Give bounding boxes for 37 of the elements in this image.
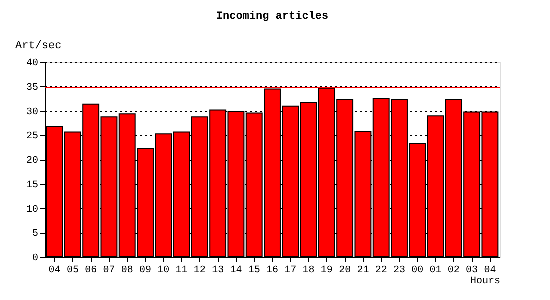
chart-title: Incoming articles bbox=[216, 11, 329, 23]
y-tick-label: 20 bbox=[26, 156, 38, 167]
y-axis-title: Art/sec bbox=[16, 40, 62, 52]
y-tick-label: 40 bbox=[26, 58, 38, 70]
x-tick-label: 20 bbox=[339, 266, 352, 276]
x-tick-label: 02 bbox=[448, 266, 460, 276]
x-tick-label: 01 bbox=[430, 266, 442, 276]
x-tick-label: 08 bbox=[121, 266, 134, 276]
x-tick-label: 06 bbox=[85, 266, 98, 276]
x-tick-label: 04 bbox=[484, 266, 496, 276]
y-tick-label: 5 bbox=[32, 229, 38, 240]
x-tick-label: 21 bbox=[357, 266, 370, 276]
y-tick-label: 25 bbox=[26, 132, 38, 143]
x-tick-label: 07 bbox=[103, 266, 116, 276]
x-tick-label: 18 bbox=[302, 266, 315, 276]
x-tick-label: 10 bbox=[158, 266, 170, 276]
x-tick-label: 00 bbox=[412, 266, 424, 276]
x-tick-label: 16 bbox=[266, 266, 279, 276]
x-tick-label: 05 bbox=[66, 266, 79, 276]
x-tick-label: 03 bbox=[466, 266, 478, 276]
x-tick-label: 14 bbox=[230, 266, 242, 276]
x-axis-title: Hours bbox=[470, 276, 500, 288]
x-tick-label: 13 bbox=[212, 266, 224, 276]
y-tick-label: 30 bbox=[26, 107, 38, 118]
x-tick-label: 09 bbox=[140, 266, 152, 276]
x-tick-label: 19 bbox=[320, 266, 333, 276]
y-tick-label: 35 bbox=[26, 82, 38, 94]
y-tick-label: 15 bbox=[26, 180, 38, 192]
x-tick-label: 22 bbox=[375, 266, 388, 276]
x-tick-label: 04 bbox=[48, 266, 61, 276]
x-tick-label: 17 bbox=[284, 266, 297, 276]
x-tick-label: 11 bbox=[176, 266, 188, 276]
x-tick-label: 23 bbox=[393, 266, 406, 276]
y-tick-label: 0 bbox=[32, 254, 38, 264]
x-tick-label: 15 bbox=[248, 266, 260, 276]
y-tick-label: 10 bbox=[26, 204, 38, 216]
x-tick-label: 12 bbox=[194, 266, 206, 276]
